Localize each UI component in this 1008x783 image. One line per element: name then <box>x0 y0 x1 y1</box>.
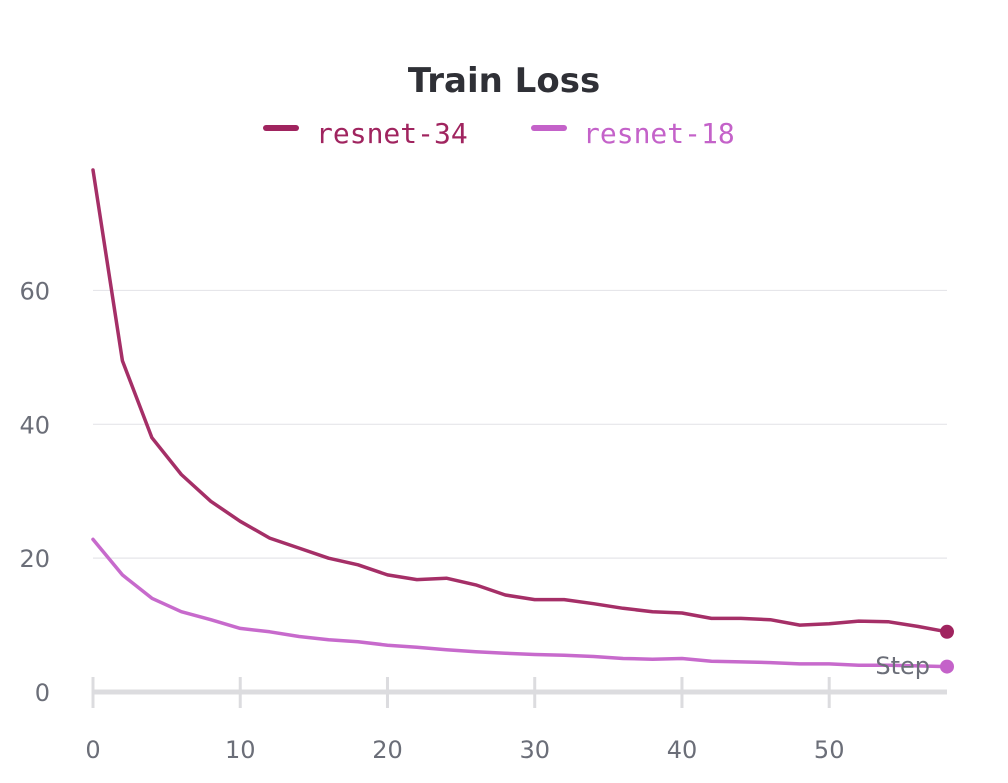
x-tick-label: 20 <box>372 736 403 764</box>
series-line-resnet-34[interactable] <box>91 168 949 634</box>
x-tick-label: 50 <box>814 736 845 764</box>
series-line-resnet-18[interactable] <box>91 537 949 669</box>
x-tick-label: 0 <box>85 736 100 764</box>
y-tick-label: 0 <box>35 679 50 707</box>
x-tick-label: 30 <box>519 736 550 764</box>
series-endpoint-resnet-34 <box>940 624 954 639</box>
chart-title: Train Loss <box>408 61 600 101</box>
gridlines <box>93 289 947 559</box>
series-lines <box>91 168 954 674</box>
y-tick-label: 60 <box>19 277 50 305</box>
y-tick-label: 40 <box>19 411 50 439</box>
y-tick-label: 20 <box>19 545 50 573</box>
y-axis-ticks: 0 20 40 60 <box>19 277 50 707</box>
legend: resnet-34 resnet-18 <box>263 117 735 150</box>
legend-label-resnet-18[interactable]: resnet-18 <box>583 117 735 150</box>
series-endpoint-resnet-18 <box>940 659 954 674</box>
x-axis-label: Step <box>875 652 930 680</box>
x-tick-label: 10 <box>225 736 256 764</box>
x-axis: 0 10 20 30 40 50 <box>85 677 947 764</box>
x-tick-label: 40 <box>667 736 698 764</box>
legend-label-resnet-34[interactable]: resnet-34 <box>316 117 468 150</box>
